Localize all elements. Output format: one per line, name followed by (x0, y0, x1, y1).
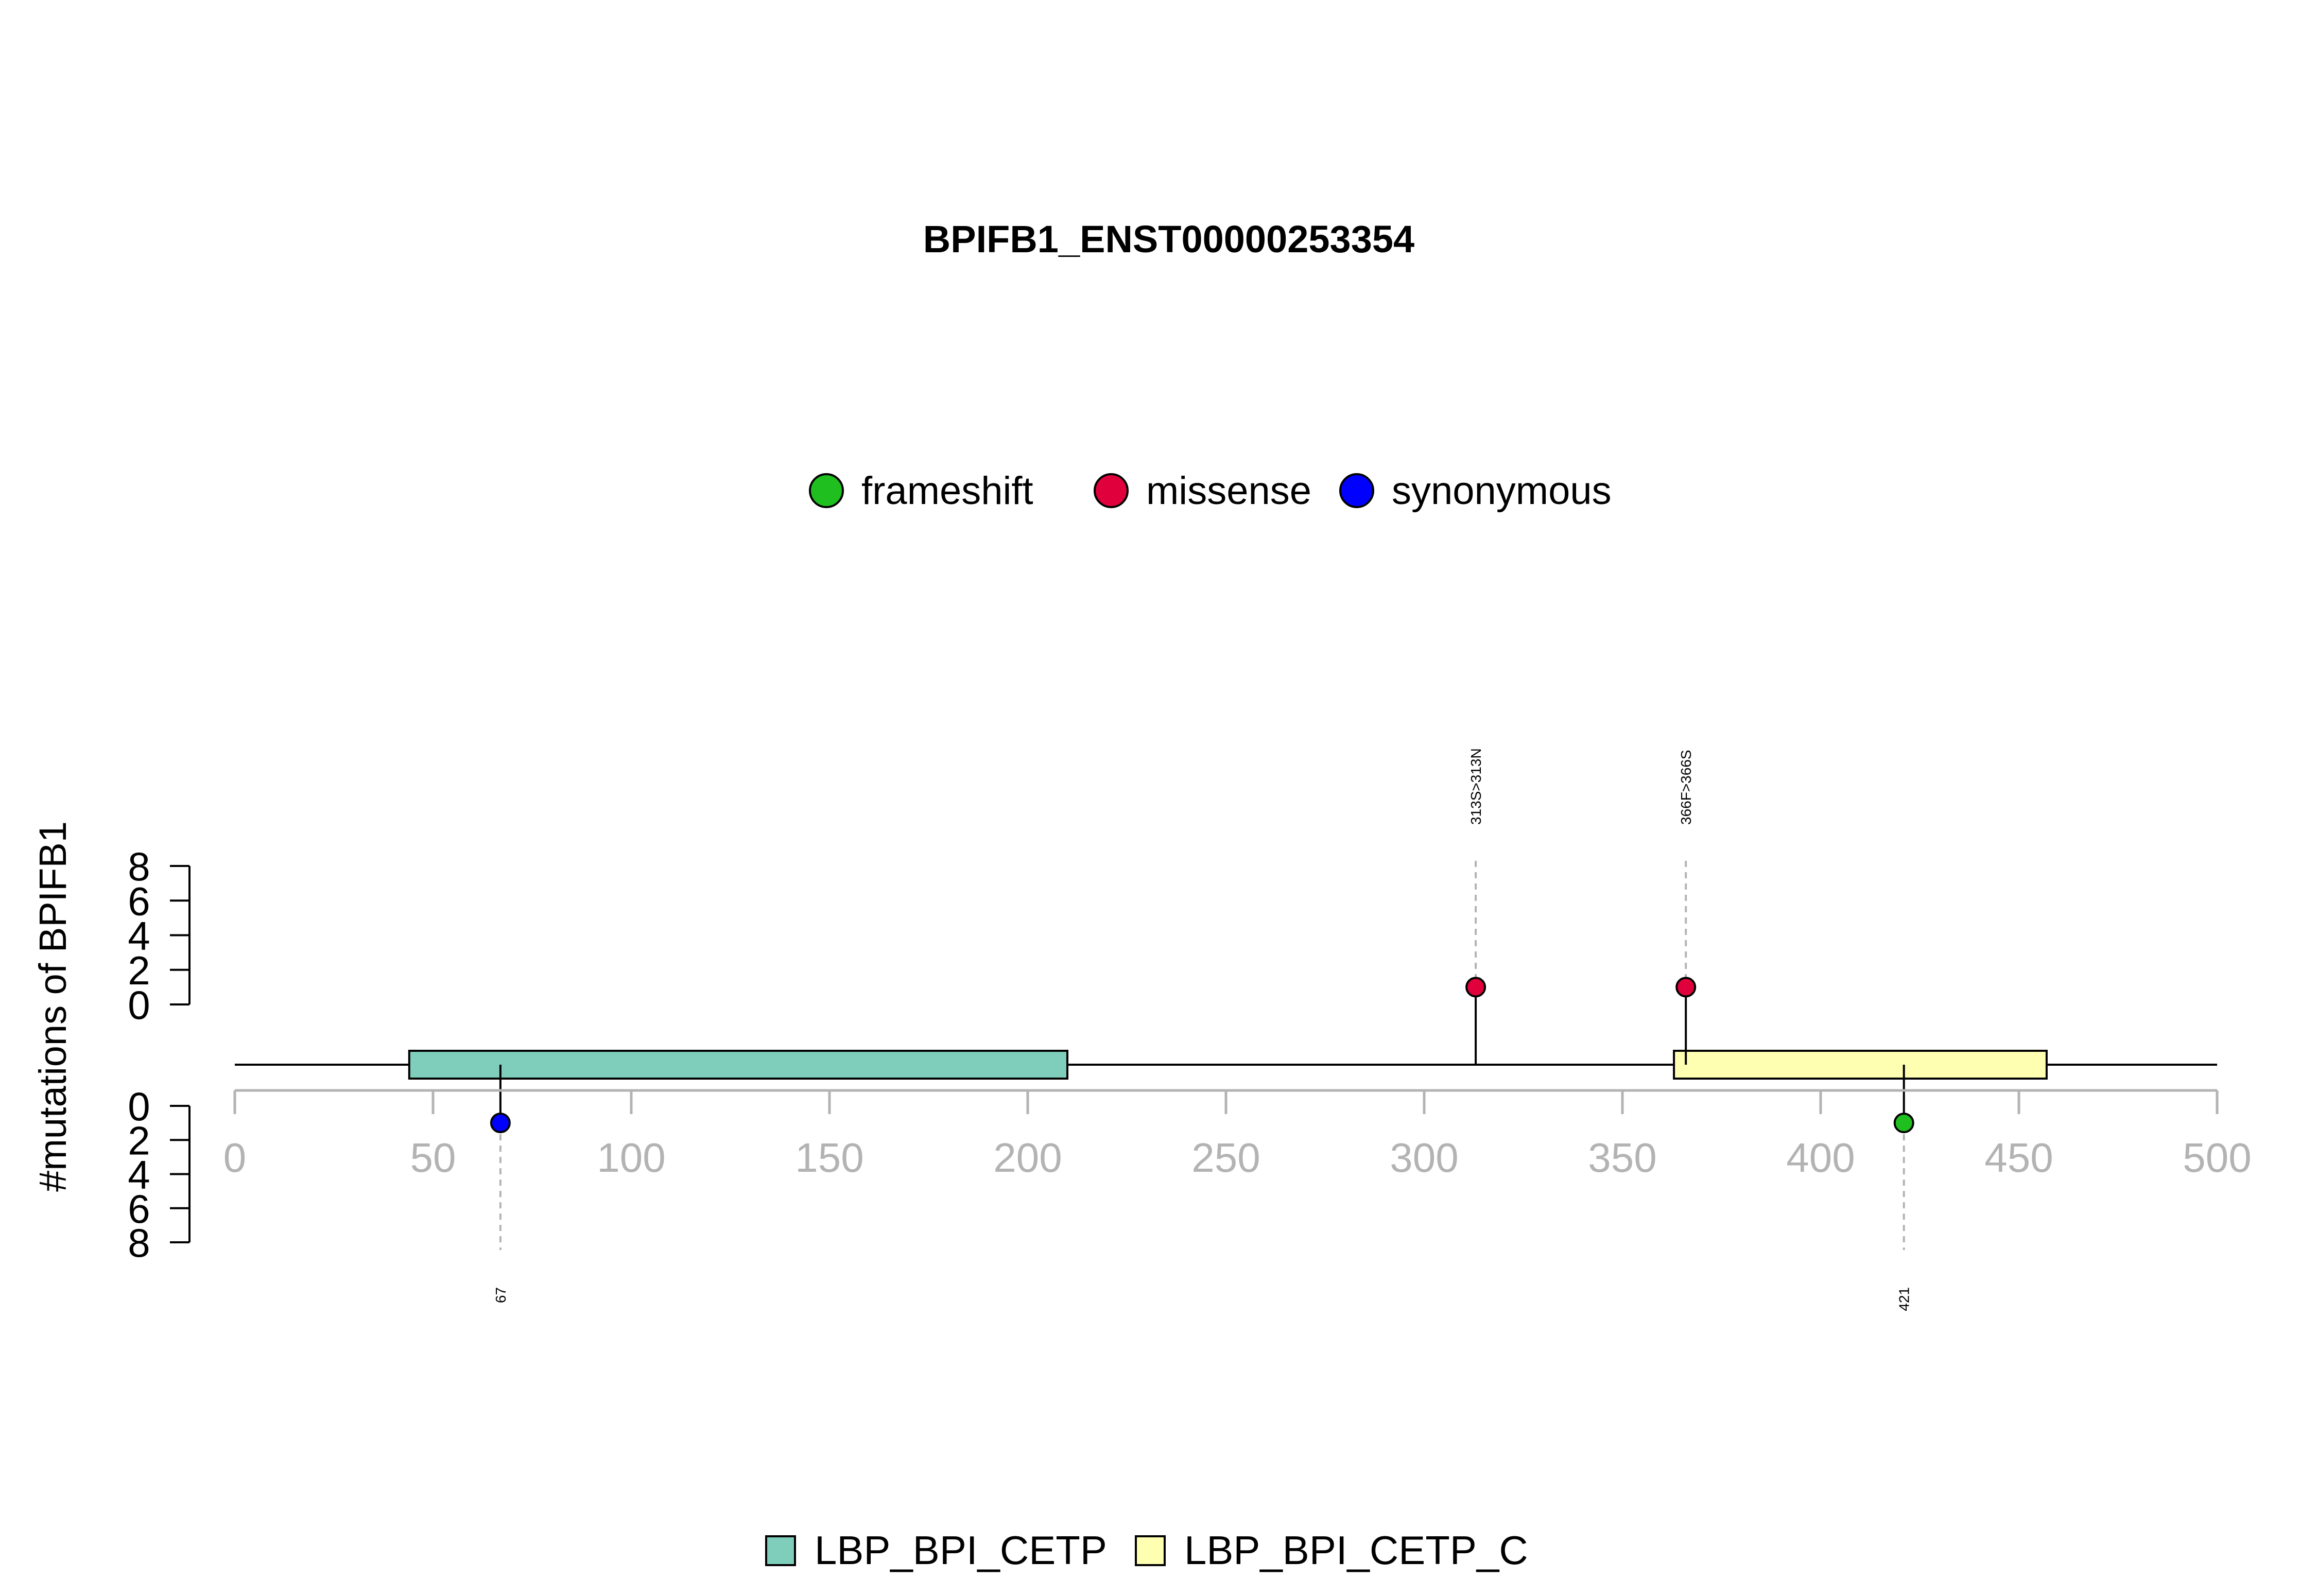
mutation-point-67 (490, 1113, 511, 1134)
mutation-label-421: 421 (1896, 1287, 1912, 1311)
y-tick-label-bottom-4: 4 (128, 1152, 150, 1198)
mutation-label-313: 313S>313N (1468, 748, 1484, 825)
x-tick-label-300: 300 (1390, 1135, 1458, 1181)
y-tick-label-bottom-8: 8 (128, 1220, 150, 1265)
y-tick-label-top-6: 6 (128, 878, 150, 924)
mutation-point-313 (1465, 977, 1486, 998)
x-axis: 0 50 100 150 200 250 300 350 400 450 500 (223, 1089, 2252, 1181)
domain-box-LBP_BPI_CETP (408, 1050, 1068, 1080)
legend-marker-missense (1094, 473, 1129, 508)
mutation-point-421 (1893, 1113, 1914, 1134)
x-tick-label-200: 200 (993, 1135, 1062, 1181)
legend-label-LBP_BPI_CETP_C: LBP_BPI_CETP_C (1184, 1528, 1528, 1573)
legend-swatch-LBP_BPI_CETP (765, 1535, 796, 1566)
domain-boxes (408, 1050, 2048, 1080)
x-tick-label-100: 100 (597, 1135, 665, 1181)
y-axis-label: #mutations of BPIFB1 (31, 821, 74, 1192)
x-tick-label-50: 50 (410, 1135, 456, 1181)
y-tick-label-bottom-2: 2 (128, 1118, 150, 1163)
x-tick-label-500: 500 (2183, 1135, 2251, 1181)
x-tick-label-350: 350 (1588, 1135, 1656, 1181)
legend-label-LBP_BPI_CETP: LBP_BPI_CETP (815, 1528, 1107, 1573)
x-tick-label-250: 250 (1191, 1135, 1260, 1181)
y-tick-label-bottom-6: 6 (128, 1186, 150, 1231)
y-tick-label-top-8: 8 (128, 844, 150, 889)
legend-marker-frameshift (809, 473, 844, 508)
y-tick-label-top-2: 2 (128, 948, 150, 993)
legend-swatch-LBP_BPI_CETP_C (1135, 1535, 1166, 1566)
y-tick-label-bottom-0: 0 (128, 1084, 150, 1129)
legend-marker-synonymous (1339, 473, 1374, 508)
x-tick-label-0: 0 (223, 1135, 247, 1181)
x-tick-label-400: 400 (1786, 1135, 1855, 1181)
y-tick-label-top-0: 0 (128, 982, 150, 1028)
mutation-lollipops: 313S>313N 366F>366S 67 421 (490, 748, 1914, 1311)
legend-label-synonymous: synonymous (1392, 469, 1612, 513)
y-tick-label-top-4: 4 (128, 913, 150, 959)
mutation-label-366: 366F>366S (1678, 750, 1694, 825)
x-tick-label-150: 150 (795, 1135, 863, 1181)
legend-label-missense: missense (1146, 469, 1311, 513)
domain-box-LBP_BPI_CETP_C (1673, 1050, 2048, 1080)
legend-label-frameshift: frameshift (861, 469, 1033, 513)
chart-title: BPIFB1_ENST00000253354 (923, 218, 1414, 261)
domain-legend: LBP_BPI_CETP LBP_BPI_CETP_C (765, 1528, 1528, 1573)
mutation-point-366 (1675, 977, 1697, 998)
mutation-legend: frameshift missense synonymous (809, 469, 1612, 513)
x-tick-label-450: 450 (1984, 1135, 2053, 1181)
mutation-label-67: 67 (493, 1287, 509, 1303)
